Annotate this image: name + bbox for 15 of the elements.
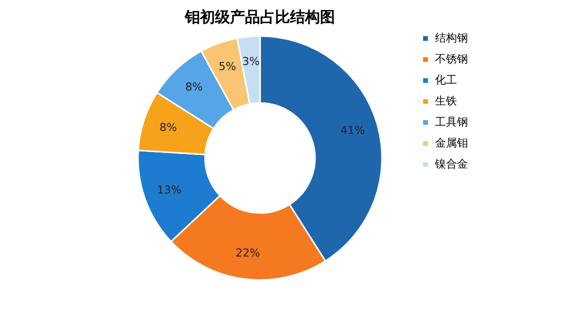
legend-label: 镍合金 (434, 158, 468, 170)
data-label: 3% (242, 54, 260, 68)
data-label: 22% (236, 246, 260, 260)
data-label: 8% (185, 80, 203, 94)
legend-label: 不锈钢 (435, 52, 468, 66)
legend-label: 金属钼 (435, 136, 468, 150)
legend-label: 工具钢 (435, 116, 468, 128)
data-label: 41% (340, 124, 365, 138)
data-label: 8% (159, 121, 177, 134)
legend-label: 生铁 (435, 94, 457, 108)
data-label: 5% (218, 60, 236, 74)
chart-title: 钼初级产品占比结构图 (184, 8, 335, 26)
data-label: 13% (156, 184, 182, 197)
legend-label: 化工 (435, 74, 457, 86)
legend-label: 结构钢 (435, 32, 468, 44)
